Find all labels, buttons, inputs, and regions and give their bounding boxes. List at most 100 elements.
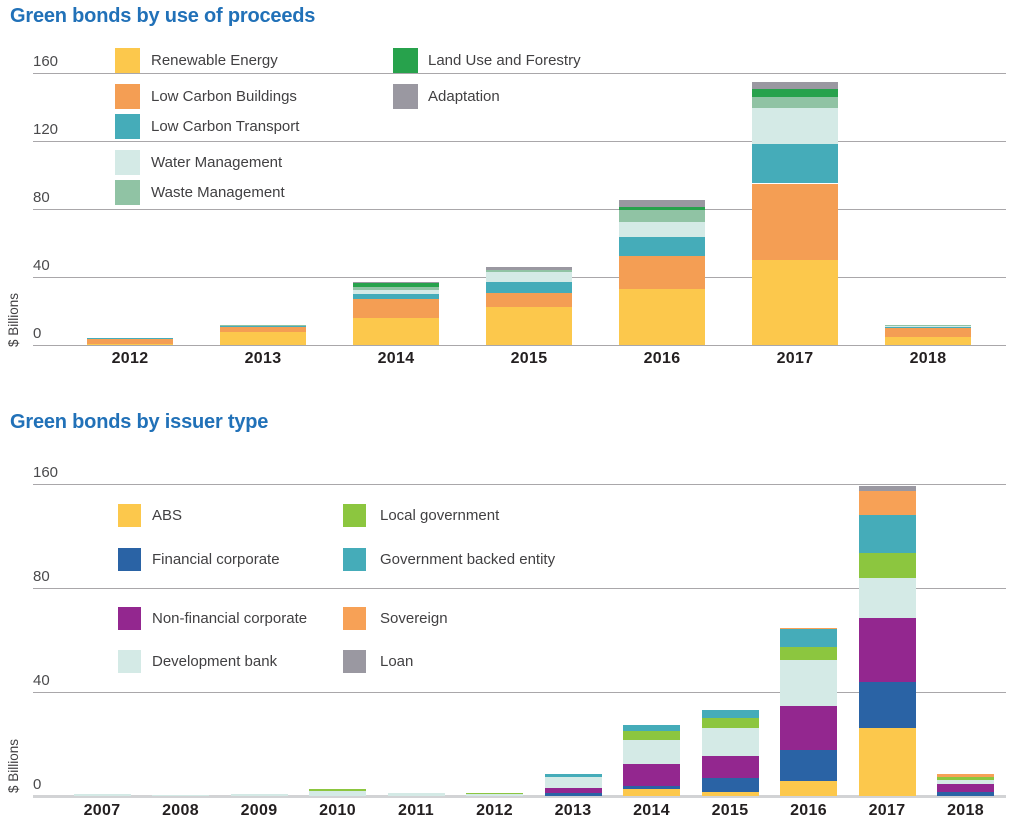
bar-segment-low-carbon-transport <box>619 237 705 256</box>
gridline <box>33 141 1006 142</box>
bar-segment-local-government <box>466 792 523 795</box>
bar-segment-low-carbon-transport <box>220 325 306 328</box>
bar-segment-renewable-energy <box>486 306 572 345</box>
gridline <box>33 209 1006 210</box>
legend-label-waste-management: Waste Management <box>151 183 285 201</box>
chart-issuer-type-y-axis-label: $ Billions <box>6 738 21 793</box>
y-tick-label: 40 <box>33 672 50 689</box>
chart-issuer-type-title: Green bonds by issuer type <box>10 411 269 433</box>
bar-segment-development-bank <box>309 791 366 796</box>
legend-label-water-management: Water Management <box>151 153 283 171</box>
bar-segment-low-carbon-buildings <box>885 327 971 338</box>
legend-swatch-non-financial-corporate <box>118 607 141 630</box>
bar-segment-abs <box>701 792 759 796</box>
bar-segment-local-government <box>309 788 366 792</box>
bar-segment-non-financial-corporate <box>858 618 916 682</box>
bar-segment-local-government <box>780 646 837 661</box>
gridline <box>33 692 1006 693</box>
x-tick-label-2009: 2009 <box>240 802 278 819</box>
bar-segment-development-bank <box>937 779 994 784</box>
x-tick-label-2016: 2016 <box>790 802 827 819</box>
bar-segment-waste-management <box>619 210 705 223</box>
bar-segment-financial-corporate <box>780 750 837 781</box>
bar-segment-government-backed-entity <box>701 709 759 719</box>
bar-segment-low-carbon-transport <box>885 326 971 328</box>
legend-swatch-land-use-and-forestry <box>393 48 418 73</box>
bar-segment-renewable-energy <box>87 343 173 345</box>
x-tick-label-2014: 2014 <box>377 350 415 367</box>
bar-segment-low-carbon-transport <box>353 293 439 299</box>
x-tick-label-2015: 2015 <box>510 350 548 367</box>
bar-segment-land-use-and-forestry <box>619 207 705 211</box>
x-tick-label-2014: 2014 <box>633 802 670 819</box>
bar-segment-low-carbon-buildings <box>486 293 572 307</box>
bar-segment-development-bank <box>73 794 131 796</box>
bar-segment-government-backed-entity <box>544 773 602 778</box>
bar-segment-government-backed-entity <box>780 629 837 647</box>
y-tick-label: 40 <box>33 257 50 274</box>
y-tick-label: 80 <box>33 568 50 585</box>
x-tick-label-2013: 2013 <box>554 802 592 819</box>
legend-label-abs: ABS <box>152 506 183 524</box>
bar-segment-low-carbon-buildings <box>87 338 173 344</box>
legend-label-low-carbon-transport: Low Carbon Transport <box>151 117 300 135</box>
bar-segment-abs <box>623 789 680 796</box>
x-tick-label-2015: 2015 <box>711 802 749 819</box>
bar-segment-government-backed-entity <box>858 515 916 554</box>
bar-segment-waste-management <box>752 96 838 108</box>
bar-segment-financial-corporate <box>858 681 916 729</box>
bar-segment-waste-management <box>353 287 439 290</box>
gridline <box>33 484 1006 485</box>
legend-swatch-adaptation <box>393 84 418 109</box>
legend-label-loan: Loan <box>380 652 414 670</box>
bar-segment-water-management <box>486 272 572 282</box>
legend-swatch-local-government <box>343 504 366 527</box>
bar-segment-financial-corporate <box>701 778 759 793</box>
bar-segment-waste-management <box>220 324 306 326</box>
legend-label-government-backed-entity: Government backed entity <box>380 550 556 568</box>
bar-segment-non-financial-corporate <box>701 756 759 779</box>
y-tick-label: 160 <box>33 53 59 70</box>
x-tick-label-2011: 2011 <box>398 802 434 819</box>
bar-segment-local-government <box>858 553 916 579</box>
bar-segment-low-carbon-buildings <box>619 255 705 290</box>
legend-swatch-sovereign <box>343 607 366 630</box>
bar-segment-low-carbon-buildings <box>752 183 838 260</box>
x-tick-label-2013: 2013 <box>244 350 282 367</box>
legend-label-adaptation: Adaptation <box>428 87 500 105</box>
chart-use-of-proceeds-y-axis-label: $ Billions <box>6 292 21 347</box>
legend-label-financial-corporate: Financial corporate <box>152 550 280 568</box>
bar-segment-development-bank <box>466 794 523 796</box>
bar-segment-loan <box>858 486 916 491</box>
bar-segment-non-financial-corporate <box>623 764 680 787</box>
bar-segment-water-management <box>619 222 705 238</box>
legend-label-land-use-and-forestry: Land Use and Forestry <box>428 51 581 69</box>
y-tick-label: 120 <box>33 121 59 138</box>
bar-segment-development-bank <box>544 777 602 788</box>
legend-label-sovereign: Sovereign <box>380 609 448 627</box>
bar-segment-renewable-energy <box>885 337 971 345</box>
legend-swatch-low-carbon-transport <box>115 114 140 139</box>
legend-swatch-government-backed-entity <box>343 548 366 571</box>
x-tick-label-2018: 2018 <box>947 802 984 819</box>
bar-segment-waste-management <box>486 270 572 273</box>
bar-segment-adaptation <box>486 267 572 271</box>
legend-swatch-water-management <box>115 150 140 175</box>
legend-label-local-government: Local government <box>380 506 500 524</box>
chart-use-of-proceeds-title: Green bonds by use of proceeds <box>10 5 316 27</box>
bar-segment-sovereign <box>780 627 837 630</box>
bar-segment-abs <box>858 728 916 796</box>
x-tick-label-2018: 2018 <box>909 350 947 367</box>
x-axis-baseline <box>33 345 1006 346</box>
bar-segment-development-bank <box>701 728 759 757</box>
y-tick-label: 0 <box>33 325 42 342</box>
bar-segment-renewable-energy <box>752 260 838 345</box>
bar-segment-development-bank <box>230 794 288 796</box>
x-tick-label-2012: 2012 <box>476 802 513 819</box>
legend-label-low-carbon-buildings: Low Carbon Buildings <box>151 87 297 105</box>
bar-segment-abs <box>780 780 837 796</box>
legend-swatch-low-carbon-buildings <box>115 84 140 109</box>
y-tick-label: 0 <box>33 776 42 793</box>
gridline <box>33 73 1006 74</box>
bar-segment-non-financial-corporate <box>780 706 837 751</box>
